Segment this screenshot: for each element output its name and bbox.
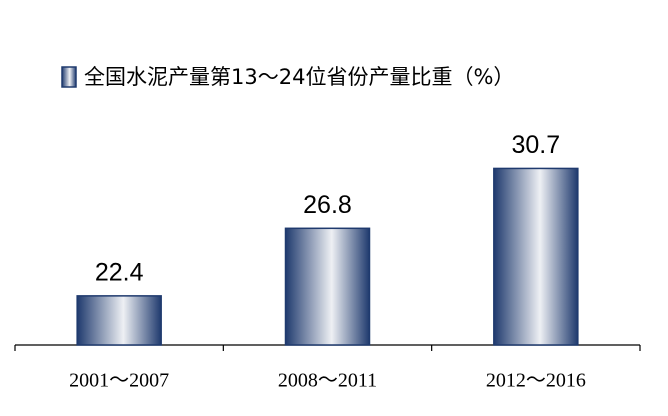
value-label: 26.8	[303, 191, 352, 219]
legend-swatch	[61, 66, 77, 88]
bar	[284, 227, 371, 346]
x-tick-label: 2008～2011	[278, 370, 377, 392]
x-tick-label: 2012～2016	[486, 370, 586, 392]
value-label: 22.4	[95, 258, 144, 286]
value-label: 30.7	[511, 131, 560, 159]
x-tick-label: 2001～2007	[69, 370, 169, 392]
bar	[76, 295, 162, 346]
bar	[493, 167, 579, 346]
legend-label: 全国水泥产量第13～24位省份产量比重（%）	[84, 65, 514, 89]
